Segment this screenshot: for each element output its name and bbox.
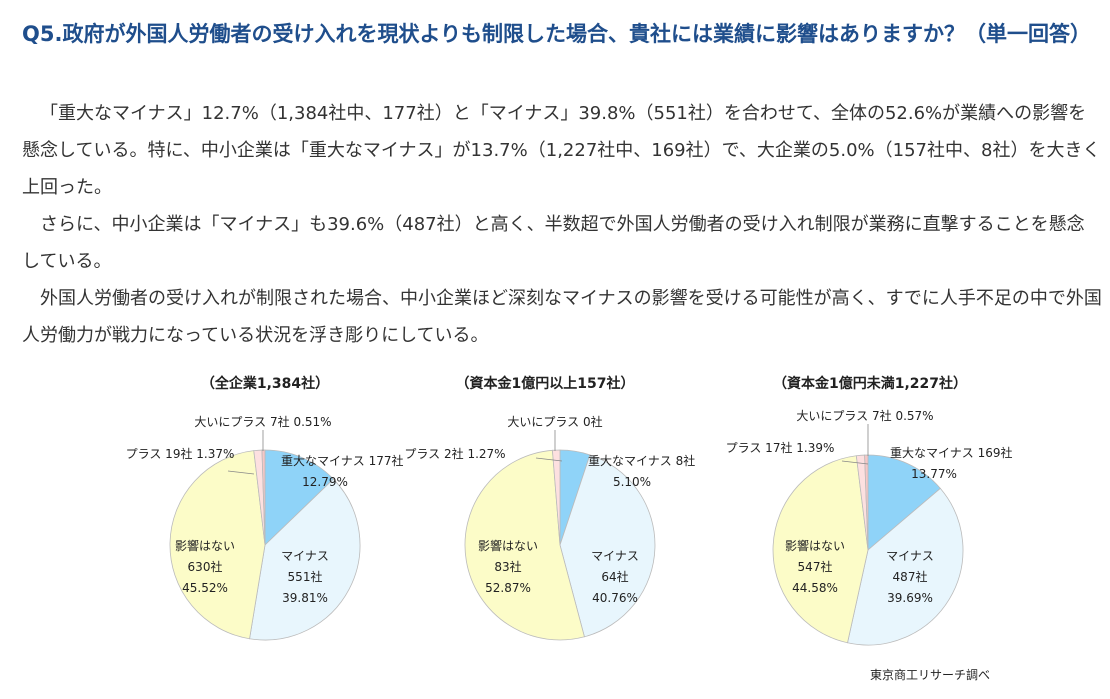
- label-minus-count: 551社: [288, 569, 323, 584]
- label-minus: マイナス: [591, 549, 639, 563]
- label-plus: プラス 17社 1.39%: [726, 440, 835, 455]
- label-major-minus-pct: 12.79%: [302, 475, 348, 489]
- chart-title: （資本金1億円未満1,227社）: [773, 375, 967, 392]
- paragraph-3: 外国人労働者の受け入れが制限された場合、中小企業ほど深刻なマイナスの影響を受ける…: [22, 288, 1102, 346]
- label-no-effect: 影響はない: [175, 538, 235, 553]
- slice-minus: [249, 478, 361, 641]
- slice-minus: [847, 487, 964, 646]
- label-big-plus: 大いにプラス 0社: [507, 414, 602, 429]
- label-minus-count: 487社: [893, 569, 928, 584]
- label-big-plus: 大いにプラス 7社 0.51%: [194, 414, 331, 429]
- label-no-effect: 影響はない: [478, 538, 538, 553]
- label-no-effect-count: 547社: [798, 559, 833, 574]
- label-plus: プラス 19社 1.37%: [126, 446, 235, 461]
- source-note: 東京商工リサーチ調べ: [870, 668, 991, 682]
- pie-chart-all: （全企業1,384社） 重大なマイナス 177社 12.79% マイナス 551社 39.…: [126, 375, 403, 641]
- leader-line-plus: [535, 457, 563, 462]
- label-no-effect-pct: 44.58%: [792, 581, 838, 595]
- label-no-effect-pct: 52.87%: [485, 581, 531, 595]
- label-no-effect-count: 630社: [188, 559, 223, 574]
- paragraph-2: さらに、中小企業は「マイナス」も39.6%（487社）と高く、半数超で外国人労働…: [22, 214, 1085, 272]
- slice-no-effect: [772, 455, 869, 644]
- slice-major-minus: [264, 449, 334, 546]
- label-minus-count: 64社: [601, 569, 628, 584]
- slice-minus: [559, 454, 656, 638]
- label-major-minus: 重大なマイナス 177社: [281, 453, 403, 468]
- pie-chart-small: （資本金1億円未満1,227社） 重大なマイナス 169社 13.77% マイナス 48…: [726, 375, 1012, 646]
- leader-line-plus: [227, 470, 255, 475]
- slice-major-minus: [867, 454, 941, 551]
- label-major-minus: 重大なマイナス 169社: [890, 445, 1012, 460]
- pie-chart-large: （資本金1億円以上157社） 重大なマイナス 8社 5.10% マイナス 64社 40.7…: [404, 375, 695, 641]
- paragraph-1: 「重大なマイナス」12.7%（1,384社中、177社）と「マイナス」39.8%…: [22, 103, 1101, 198]
- label-major-minus-pct: 13.77%: [911, 467, 957, 481]
- label-no-effect: 影響はない: [785, 538, 845, 553]
- charts-area: （全企業1,384社） 重大なマイナス 177社 12.79% マイナス 551社 39.…: [0, 360, 1110, 699]
- slice-no-effect: [464, 449, 585, 641]
- label-minus-pct: 40.76%: [592, 591, 638, 605]
- label-plus: プラス 2社 1.27%: [404, 446, 505, 461]
- slice-plus: [551, 449, 561, 546]
- slice-no-effect: [169, 450, 266, 640]
- label-major-minus-pct: 5.10%: [613, 475, 651, 489]
- label-no-effect-count: 83社: [494, 559, 521, 574]
- chart-title: （全企業1,384社）: [201, 375, 329, 392]
- leader-line-plus: [841, 460, 869, 465]
- label-minus: マイナス: [281, 549, 329, 563]
- slice-big-plus: [261, 449, 266, 546]
- label-big-plus: 大いにプラス 7社 0.57%: [796, 408, 933, 423]
- label-minus: マイナス: [886, 549, 934, 563]
- label-minus-pct: 39.81%: [282, 591, 328, 605]
- chart-title: （資本金1億円以上157社）: [456, 375, 635, 392]
- question-heading: Q5.政府が外国人労働者の受け入れを現状よりも制限した場合、貴社には業績に影響は…: [22, 22, 1092, 46]
- label-minus-pct: 39.69%: [887, 591, 933, 605]
- summary-text: 「重大なマイナス」12.7%（1,384社中、177社）と「マイナス」39.8%…: [22, 95, 1102, 354]
- label-major-minus: 重大なマイナス 8社: [588, 453, 695, 468]
- label-no-effect-pct: 45.52%: [182, 581, 228, 595]
